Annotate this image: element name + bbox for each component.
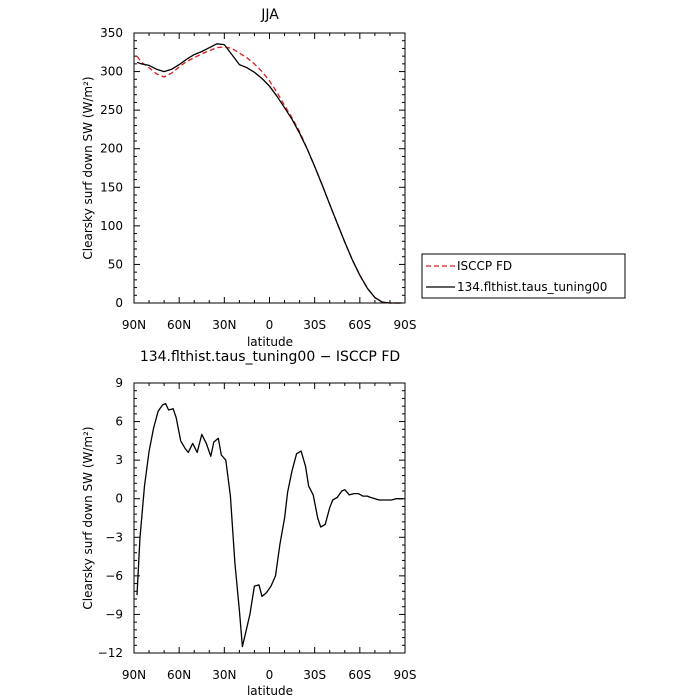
bottom-y-tick-label: 6 <box>115 415 123 429</box>
bottom-y-tick-label: 0 <box>115 492 123 506</box>
bottom-y-tick-label: 3 <box>115 453 123 467</box>
top-y-tick-label: 200 <box>100 142 123 156</box>
bottom-x-tick-label: 60N <box>167 668 191 682</box>
top-y-tick-label: 50 <box>108 257 123 271</box>
bottom-y-tick-label: 9 <box>115 376 123 390</box>
top-series-lines <box>136 43 402 304</box>
top-y-tick-label: 150 <box>100 180 123 194</box>
top-x-tick-label: 0 <box>266 318 274 332</box>
top-x-tick-label: 90N <box>122 318 146 332</box>
legend-label-isccp: ISCCP FD <box>457 259 512 273</box>
top-y-tick-label: 350 <box>100 26 123 40</box>
top-x-tick-label: 90S <box>394 318 417 332</box>
bottom-chart: 134.flthist.taus_tuning00 − ISCCP FD 90N… <box>81 349 416 698</box>
top-x-axis: 90N 60N 30N 0 30S 60S 90S <box>122 33 417 332</box>
top-y-tick-label: 100 <box>100 219 123 233</box>
legend-box <box>421 253 626 299</box>
top-x-tick-label: 60S <box>348 318 371 332</box>
top-x-tick-label: 30S <box>303 318 326 332</box>
top-chart-title: JJA <box>260 7 279 23</box>
bottom-x-tick-label: 90N <box>122 668 146 682</box>
bottom-series-lines <box>136 402 404 648</box>
top-x-tick-label: 60N <box>167 318 191 332</box>
bottom-x-axis-label: latitude <box>247 684 293 698</box>
bottom-y-tick-label: −12 <box>98 646 123 660</box>
bottom-y-axis: −12 −9 −6 −3 0 3 6 9 <box>98 376 405 660</box>
bottom-y-axis-label: Clearsky surf down SW (W/m²) <box>81 426 95 609</box>
legend-label-model: 134.flthist.taus_tuning00 <box>457 280 607 294</box>
top-plot-frame <box>133 32 406 304</box>
bottom-y-tick-label: −9 <box>105 607 123 621</box>
top-y-tick-label: 0 <box>115 296 123 310</box>
top-y-axis-label: Clearsky surf down SW (W/m²) <box>81 76 95 259</box>
top-x-tick-label: 30N <box>212 318 236 332</box>
top-y-tick-label: 300 <box>100 65 123 79</box>
top-series-line-1 <box>136 43 402 304</box>
bottom-x-tick-label: 90S <box>394 668 417 682</box>
bottom-x-tick-label: 30N <box>212 668 236 682</box>
legend: ISCCP FD 134.flthist.taus_tuning00 <box>421 253 626 299</box>
top-y-axis: 0 50 100 150 200 250 300 350 <box>100 26 405 310</box>
top-y-tick-label: 250 <box>100 103 123 117</box>
bottom-x-tick-label: 30S <box>303 668 326 682</box>
bottom-chart-title: 134.flthist.taus_tuning00 − ISCCP FD <box>140 349 400 365</box>
bottom-y-tick-label: −6 <box>105 569 123 583</box>
top-x-axis-label: latitude <box>247 335 293 349</box>
bottom-x-tick-label: 60S <box>348 668 371 682</box>
bottom-series-line-0 <box>136 402 404 648</box>
top-series-line-0 <box>136 46 402 304</box>
bottom-x-axis: 90N 60N 30N 0 30S 60S 90S <box>122 383 417 682</box>
bottom-x-tick-label: 0 <box>266 668 274 682</box>
bottom-y-tick-label: −3 <box>105 530 123 544</box>
bottom-plot-frame <box>133 382 406 654</box>
top-chart: JJA 90N 60N 30N 0 30S 60S 90S 0 50 100 150 200 250 3… <box>81 7 416 349</box>
